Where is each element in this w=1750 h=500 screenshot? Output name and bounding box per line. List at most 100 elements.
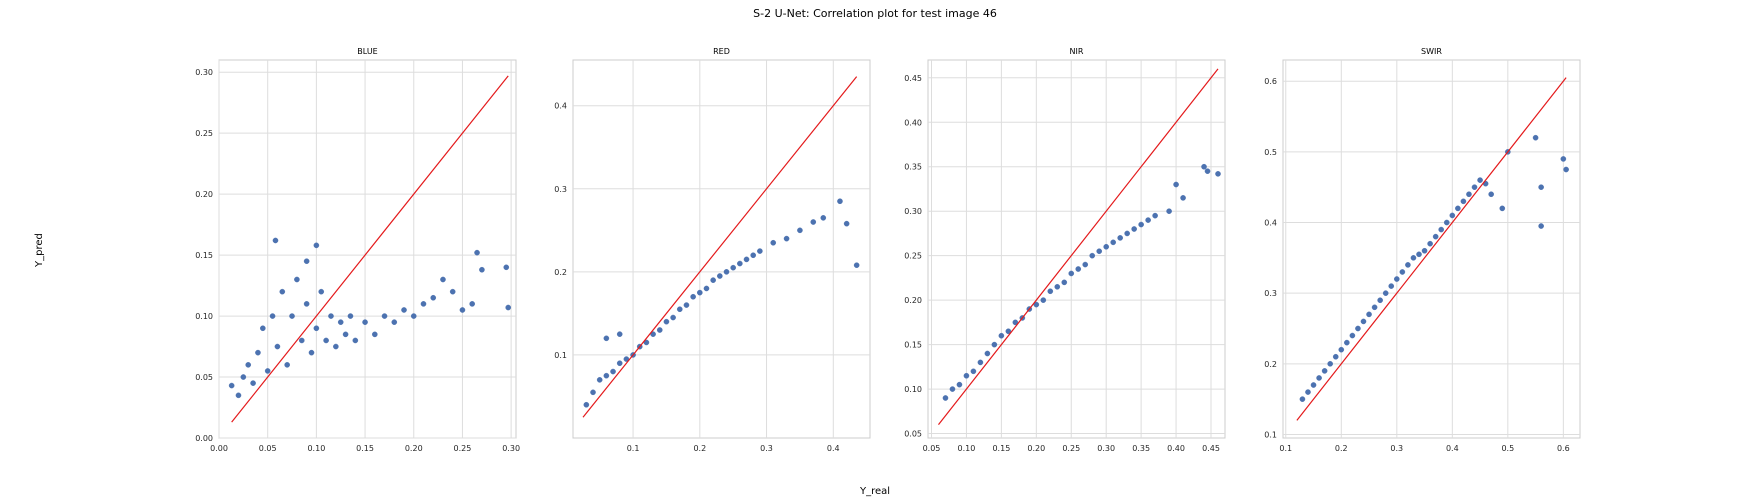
plot-area	[218, 59, 517, 439]
identity-line	[938, 68, 1219, 426]
y-tick-label: 0.15	[195, 251, 213, 260]
data-point	[294, 276, 300, 283]
data-point	[596, 377, 603, 383]
x-tick-label: 0.2	[1335, 444, 1348, 453]
data-point	[663, 318, 670, 325]
data-point	[308, 349, 315, 356]
data-point	[474, 249, 480, 256]
x-tick-label: 0.25	[1062, 444, 1080, 453]
y-tick-label: 0.4	[1264, 219, 1277, 228]
identity-line	[582, 76, 858, 418]
data-point	[991, 341, 998, 348]
data-point	[1110, 239, 1116, 246]
data-point	[750, 252, 757, 259]
panel-swir: 0.1 0.2 0.3 0.4 0.5 0.6 0.1 0.2 0.3 0.4 0.5 0.6 SWIR	[1264, 47, 1581, 453]
data-point	[347, 313, 354, 319]
y-tick-label: 0.2	[1264, 360, 1277, 369]
data-point	[1377, 297, 1383, 304]
x-tick-label: 0.10	[307, 444, 325, 453]
y-tick-label: 0.30	[904, 207, 922, 216]
data-point	[1138, 221, 1144, 228]
x-tick-label: 0.20	[405, 444, 423, 453]
data-point	[1471, 184, 1478, 190]
data-point	[1432, 233, 1439, 240]
data-point	[1321, 368, 1328, 374]
x-tick-label: 0.30	[1097, 444, 1115, 453]
data-point	[949, 386, 956, 392]
data-point	[333, 343, 339, 350]
data-point	[1371, 304, 1378, 311]
data-point	[1394, 276, 1400, 282]
data-point	[843, 220, 850, 227]
data-point	[656, 327, 663, 333]
data-point	[372, 331, 378, 338]
data-point	[505, 304, 512, 311]
data-point	[269, 313, 276, 319]
y-tick-label: 0.15	[904, 341, 922, 350]
data-point	[703, 285, 710, 292]
data-point	[1201, 163, 1207, 170]
data-point	[1180, 195, 1186, 201]
y-tick-label: 0.4	[554, 102, 567, 111]
data-point	[942, 395, 949, 401]
data-point	[670, 314, 676, 321]
data-point	[284, 362, 290, 368]
data-point	[479, 266, 485, 273]
data-point	[1466, 191, 1472, 198]
data-point	[430, 294, 437, 301]
data-point	[697, 289, 703, 296]
figure-xlabel: Y_real	[859, 486, 890, 497]
identity-line	[231, 75, 509, 423]
x-tick-label: 0.1	[627, 444, 640, 453]
data-point	[820, 215, 827, 221]
data-point	[381, 313, 388, 319]
data-point	[313, 242, 320, 249]
data-point	[1449, 212, 1456, 219]
data-point	[303, 258, 310, 264]
data-point	[228, 382, 235, 389]
data-point	[440, 276, 446, 283]
data-point	[352, 337, 359, 344]
data-point	[743, 256, 750, 263]
data-point	[797, 227, 803, 234]
data-point	[683, 302, 690, 308]
data-point	[323, 337, 329, 344]
data-point	[1040, 297, 1047, 303]
y-tick-label: 0.25	[904, 252, 922, 261]
panel-nir: 0.05 0.10 0.15 0.20 0.25 0.30 0.35 0.40 0.45 0.05…	[904, 47, 1226, 453]
data-point	[1005, 328, 1012, 335]
data-point	[583, 401, 590, 408]
x-tick-label: 0.3	[760, 444, 773, 453]
panels: 0.00 0.05 0.10 0.15 0.20 0.25 0.300.000.050.10…	[195, 47, 1581, 453]
y-tick-label: 0.2	[554, 268, 567, 277]
data-point	[1532, 134, 1539, 141]
data-point	[255, 349, 261, 356]
x-tick-label: 0.10	[958, 444, 976, 453]
y-tick-label: 0.10	[195, 312, 213, 321]
data-point	[391, 319, 398, 325]
y-tick-label: 0.25	[195, 129, 213, 138]
data-point	[1075, 266, 1082, 272]
data-point	[610, 368, 616, 375]
data-point	[1131, 226, 1137, 232]
data-point	[272, 237, 279, 244]
data-point	[676, 306, 683, 313]
data-point	[1538, 184, 1544, 190]
data-point	[289, 313, 295, 319]
data-point	[730, 264, 736, 271]
data-point	[603, 335, 610, 342]
data-point	[459, 307, 466, 313]
data-point	[737, 260, 743, 267]
x-tick-label: 0.05	[259, 444, 277, 453]
data-point	[240, 374, 247, 380]
panel-blue: 0.00 0.05 0.10 0.15 0.20 0.25 0.30 0.00 0.05 0.10…	[195, 47, 520, 453]
data-point	[1012, 319, 1019, 326]
data-point	[1410, 255, 1417, 261]
x-tick-label: 0.1	[1279, 444, 1292, 453]
data-point	[1096, 248, 1103, 255]
panel-title: NIR	[1070, 47, 1084, 56]
figure-ylabel: Y_pred	[34, 233, 45, 268]
data-point	[984, 350, 991, 357]
data-point	[1338, 346, 1345, 353]
data-point	[770, 239, 777, 246]
